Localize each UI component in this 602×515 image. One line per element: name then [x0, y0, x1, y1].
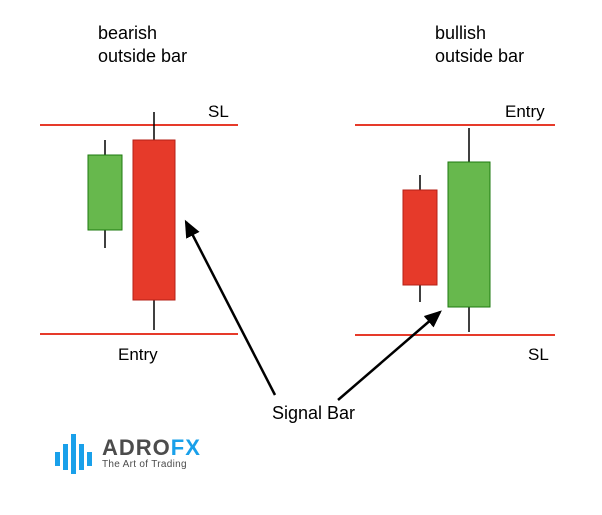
- logo-bars-icon: [52, 430, 96, 474]
- logo-text-adro: ADRO: [102, 435, 171, 460]
- bearish-sl-label: SL: [208, 101, 229, 122]
- logo-tagline: The Art of Trading: [102, 459, 201, 470]
- bearish-heading: bearish outside bar: [98, 22, 187, 67]
- bearish-entry-label: Entry: [118, 344, 158, 365]
- signal-bar-label: Signal Bar: [272, 402, 355, 425]
- logo: ADROFX The Art of Trading: [52, 430, 201, 474]
- bullish-entry-label: Entry: [505, 101, 545, 122]
- bullish-sl-label: SL: [528, 344, 549, 365]
- logo-text-fx: FX: [171, 435, 201, 460]
- bullish-heading: bullish outside bar: [435, 22, 524, 67]
